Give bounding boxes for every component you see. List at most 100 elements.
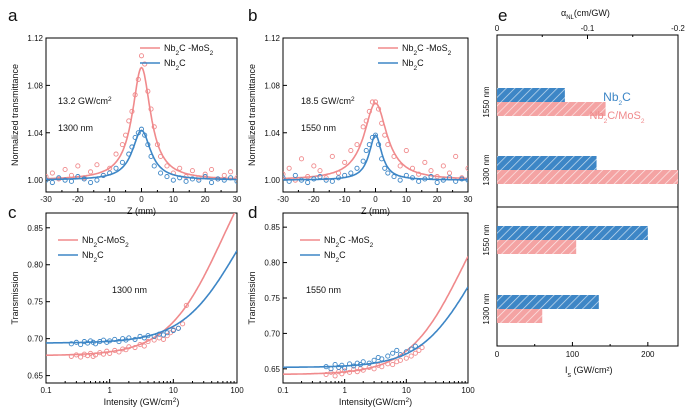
- top-category-label: 1550 nm: [482, 86, 491, 117]
- panel-a: a -30 -20 -10 0 10 20 30 1.00 1.04 1.08 1.12 Z (mm) N…: [8, 6, 242, 216]
- x-tick-label: 10: [169, 195, 178, 204]
- data-point: [385, 353, 391, 359]
- bottom-axis-title: Is (GW/cm²): [565, 365, 613, 379]
- plot-area: [283, 256, 468, 379]
- data-point: [145, 333, 151, 339]
- data-point: [416, 347, 422, 353]
- data-point: [409, 175, 416, 181]
- data-point: [126, 335, 132, 341]
- data-point: [440, 163, 446, 169]
- data-point: [323, 177, 329, 183]
- y-tick-label: 0.75: [27, 298, 43, 307]
- data-point: [298, 177, 305, 183]
- data-point: [354, 369, 360, 375]
- data-point: [160, 332, 167, 338]
- y-tick-label: 1.08: [264, 81, 280, 90]
- data-point: [412, 343, 418, 349]
- legend-entry: Nb2C: [402, 58, 424, 72]
- data-point: [107, 350, 113, 356]
- x-axis-title: Z (mm): [361, 206, 390, 216]
- data-point: [360, 124, 366, 130]
- plot-area: [46, 53, 237, 186]
- plot-frame: [282, 37, 469, 193]
- data-point: [234, 178, 237, 184]
- data-point: [164, 330, 170, 336]
- data-point: [94, 177, 100, 183]
- data-point: [342, 368, 348, 374]
- data-point: [419, 345, 425, 351]
- y-tick-label: 1.08: [27, 81, 43, 90]
- panel-letter: d: [248, 203, 257, 222]
- data-point: [68, 172, 75, 178]
- y-tick-label: 0.75: [264, 294, 280, 303]
- data-point: [62, 177, 68, 183]
- legend-entry: Nb2C: [164, 58, 186, 72]
- data-point: [397, 163, 403, 169]
- data-point: [132, 92, 138, 98]
- data-point: [49, 170, 55, 176]
- data-point: [202, 174, 208, 180]
- data-point: [465, 165, 468, 171]
- data-point: [351, 366, 357, 373]
- data-point: [363, 147, 369, 154]
- data-point: [92, 341, 99, 347]
- panel-letter: c: [8, 203, 17, 222]
- x-tick-label: 0.1: [277, 386, 289, 395]
- data-point: [311, 163, 317, 169]
- data-point: [453, 178, 459, 184]
- data-point: [221, 177, 227, 183]
- data-point: [403, 349, 409, 355]
- data-point: [379, 356, 385, 362]
- data-point: [126, 151, 132, 157]
- data-point: [160, 336, 167, 342]
- data-point: [379, 120, 385, 126]
- y-axis-title: Transmission: [247, 271, 257, 324]
- data-point: [379, 156, 385, 162]
- data-point: [75, 163, 81, 169]
- data-point: [332, 373, 338, 379]
- x-tick-label: 1: [107, 386, 112, 395]
- data-point: [129, 108, 135, 114]
- bottom-category-label: 1300 nm: [482, 293, 491, 324]
- data-point: [221, 172, 227, 178]
- x-tick-label: 30: [233, 195, 242, 204]
- data-point: [154, 142, 160, 148]
- top-axis-title: αNL(cm/GW): [561, 8, 610, 21]
- data-point: [403, 172, 409, 178]
- data-point: [175, 325, 181, 331]
- x-tick-label: -30: [40, 195, 52, 204]
- data-point: [311, 176, 317, 182]
- fit-curve-nb2c-mos2: [283, 256, 468, 376]
- annotation: 1550 nm: [301, 123, 336, 133]
- annotation: 1300 nm: [112, 285, 147, 295]
- data-point: [382, 132, 388, 138]
- data-point: [385, 142, 391, 148]
- panel-letter: b: [248, 6, 257, 25]
- x-tick-label: 100: [230, 386, 244, 395]
- data-point: [379, 364, 385, 370]
- data-point: [329, 178, 335, 184]
- top-x-tick-label: -0.1: [581, 24, 595, 33]
- data-point: [142, 132, 148, 138]
- data-point: [394, 347, 400, 353]
- fit-curve-nb2c: [46, 250, 237, 344]
- data-point: [323, 371, 329, 378]
- bottom-bar-mos2-1: [497, 309, 543, 323]
- panel-c: c 0.1 1 10 100 0.65 0.70 0.75 0.80 0.85 Intensity …: [8, 203, 244, 407]
- fit-curve-nb2c: [283, 286, 468, 369]
- data-point: [141, 343, 147, 349]
- data-point: [68, 353, 74, 359]
- x-tick-label: -20: [308, 195, 320, 204]
- top-bar-mos2-0: [497, 102, 606, 116]
- bottom-category-label: 1550 nm: [482, 224, 491, 255]
- data-point: [170, 327, 176, 334]
- data-point: [363, 118, 369, 124]
- data-point: [126, 344, 132, 350]
- legend-entry: Nb2C -MoS2: [402, 43, 452, 57]
- data-point: [68, 178, 75, 184]
- data-point: [283, 175, 286, 181]
- y-tick-label: 1.00: [27, 176, 43, 185]
- panel-b: b -30 -20 -10 0 10 20 30 1.00 1.04 1.08 1.12 Z (mm) N…: [247, 6, 473, 216]
- y-tick-label: 0.80: [27, 261, 43, 270]
- data-point: [342, 172, 348, 178]
